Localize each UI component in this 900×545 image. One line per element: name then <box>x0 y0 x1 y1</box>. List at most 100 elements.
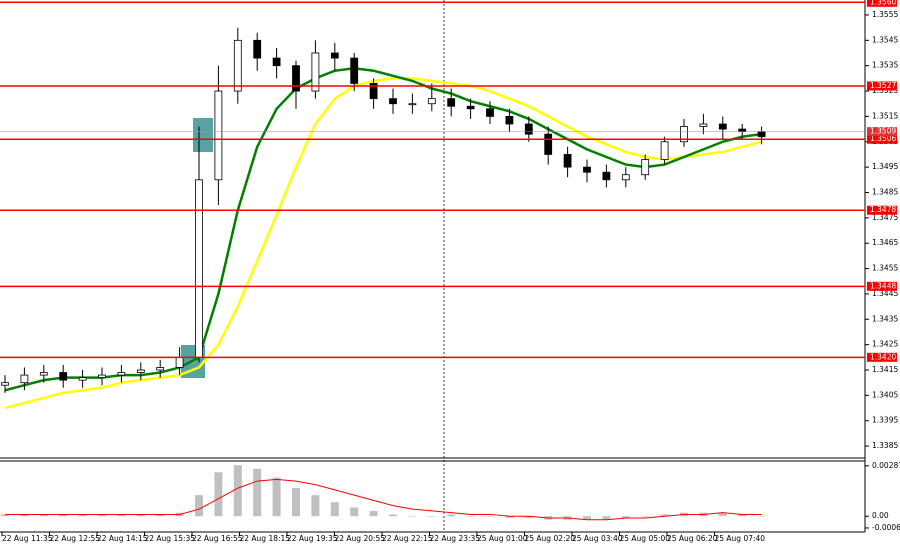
moving-average <box>4 66 762 392</box>
candle-body <box>621 174 630 181</box>
candle-body <box>718 123 727 130</box>
y-tick-label: 1.3545 <box>872 35 898 44</box>
candle-body <box>389 98 397 105</box>
y-tick-label: 1.3535 <box>872 61 898 70</box>
level-tag <box>867 134 897 144</box>
level-label: 1.3560 <box>870 0 896 6</box>
candle-body <box>544 133 553 155</box>
histogram-bar <box>447 514 456 517</box>
candle-body <box>602 171 611 181</box>
histogram-bar <box>369 510 378 517</box>
histogram-bar <box>98 514 106 517</box>
histogram-bar <box>427 516 436 517</box>
candle-body <box>427 98 436 105</box>
price-label: 1.3509 <box>870 127 896 136</box>
indicator-tick-label: 0.00287 <box>872 461 900 470</box>
y-tick-label: 1.3495 <box>872 162 898 171</box>
candle-body <box>583 166 591 173</box>
candle-body <box>1 382 9 386</box>
x-tick-label: 25 Aug 06:20 <box>667 534 718 543</box>
candle-body <box>563 154 572 168</box>
histogram-bar <box>738 514 747 517</box>
candle-body <box>156 367 165 371</box>
y-tick-label: 1.3455 <box>872 264 898 273</box>
y-tick-label: 1.3465 <box>872 238 898 247</box>
candle-body <box>292 65 300 92</box>
x-tick-label: 25 Aug 07:40 <box>715 534 766 543</box>
candle-body <box>233 39 242 92</box>
histogram-bar <box>136 514 145 517</box>
candle-body <box>699 123 708 127</box>
candle-body <box>20 374 29 384</box>
y-tick-label: 1.3425 <box>872 340 898 349</box>
candle-body <box>311 52 320 92</box>
candle-body <box>98 374 106 379</box>
histogram-bar <box>505 516 514 518</box>
histogram-bar <box>117 514 126 517</box>
indicator-tick-label: -0.00067 <box>872 523 900 532</box>
histogram-bar <box>350 507 359 517</box>
x-tick-label: 22 Aug 14:15 <box>97 534 148 543</box>
histogram-bar <box>292 488 300 517</box>
histogram-bar <box>602 516 611 520</box>
histogram-bar <box>156 514 165 517</box>
histogram-bar <box>195 495 203 517</box>
histogram-bar <box>1 514 9 517</box>
histogram-bar <box>330 502 339 517</box>
x-tick-label: 22 Aug 12:55 <box>50 534 101 543</box>
histogram-bar <box>272 477 281 517</box>
y-tick-label: 1.3415 <box>872 365 898 374</box>
x-tick-label: 22 Aug 23:35 <box>430 534 481 543</box>
y-tick-label: 1.3385 <box>872 441 898 450</box>
histogram-bar <box>524 516 533 518</box>
level-label: 1.3448 <box>870 281 896 290</box>
candle-body <box>214 90 223 181</box>
signal-line <box>5 478 762 521</box>
x-tick-label: 25 Aug 02:20 <box>525 534 576 543</box>
y-tick-label: 1.3395 <box>872 416 898 425</box>
x-tick-label: 25 Aug 05:00 <box>620 534 671 543</box>
histogram-bar <box>641 516 650 517</box>
indicator-tick-label: 0.00 <box>872 511 889 520</box>
x-tick-label: 22 Aug 20:55 <box>335 534 386 543</box>
x-tick-label: 22 Aug 11:35 <box>2 534 53 543</box>
level-label: 1.3478 <box>870 205 896 214</box>
histogram-bar <box>214 472 223 517</box>
candle-body <box>505 116 514 125</box>
candle-body <box>78 377 87 381</box>
histogram-bar <box>39 514 48 517</box>
y-tick-label: 1.3405 <box>872 390 898 399</box>
level-tag <box>867 205 897 215</box>
candle-body <box>350 57 359 84</box>
candle-body <box>738 128 747 133</box>
candle-body <box>117 372 126 376</box>
y-tick-label: 1.3475 <box>872 213 898 222</box>
candle-body <box>641 159 650 176</box>
histogram-bar <box>233 465 242 517</box>
histogram-bar <box>583 516 591 520</box>
histogram-bar <box>718 512 727 517</box>
level-tag <box>867 81 897 91</box>
x-tick-label: 22 Aug 16:55 <box>192 534 243 543</box>
y-tick-label: 1.3525 <box>872 86 898 95</box>
y-tick-label: 1.3555 <box>872 10 898 19</box>
histogram-bar <box>311 495 320 517</box>
x-tick-label: 22 Aug 19:35 <box>287 534 338 543</box>
y-tick-label: 1.3445 <box>872 289 898 298</box>
histogram-bar <box>466 516 475 517</box>
candle-body <box>59 372 68 381</box>
histogram-bar <box>59 514 68 517</box>
level-label: 1.3506 <box>870 134 896 143</box>
level-tag <box>867 352 897 362</box>
candle-body <box>253 39 262 59</box>
candle-body <box>466 105 475 110</box>
x-tick-label: 25 Aug 03:40 <box>572 534 623 543</box>
moving-average <box>4 77 762 410</box>
x-tick-label: 22 Aug 15:35 <box>145 534 196 543</box>
histogram-bar <box>486 516 494 517</box>
candle-body <box>660 141 669 160</box>
level-label: 1.3420 <box>870 352 896 361</box>
histogram-bar <box>78 514 87 517</box>
candle-body <box>195 179 203 358</box>
